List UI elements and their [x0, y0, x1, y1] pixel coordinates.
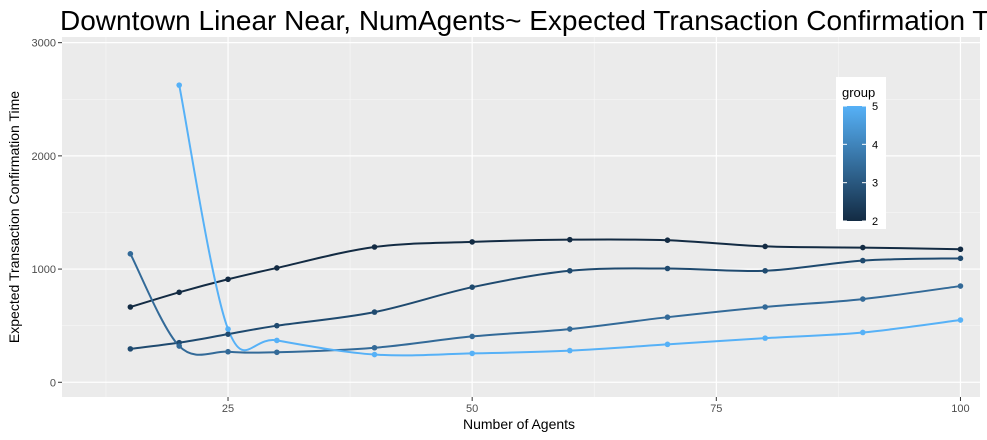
data-point-group-5: [860, 329, 866, 336]
data-point-group-5: [225, 326, 231, 332]
x-tick-label: 50: [466, 403, 478, 415]
data-point-group-5: [664, 341, 671, 348]
data-point-group-3: [225, 331, 231, 337]
data-point-group-5: [567, 347, 573, 354]
y-axis-label: Expected Transaction Confirmation Time: [6, 91, 22, 343]
data-point-group-4: [567, 326, 573, 332]
data-point-group-3: [860, 257, 866, 264]
legend-label: 5: [872, 101, 878, 113]
y-tick-label: 3000: [32, 38, 56, 50]
data-point-group-5: [957, 317, 964, 323]
x-tick-label: 25: [222, 403, 234, 415]
data-point-group-2: [664, 237, 671, 244]
data-point-group-2: [371, 244, 378, 250]
data-point-group-2: [860, 244, 866, 251]
data-point-group-4: [371, 344, 378, 351]
y-tick-label: 0: [50, 377, 56, 389]
data-point-group-2: [762, 243, 768, 250]
legend-colorbar: [843, 106, 866, 221]
x-axis-label: Number of Agents: [463, 416, 575, 432]
data-point-group-4: [664, 314, 671, 320]
data-point-group-3: [957, 255, 964, 262]
data-point-group-4: [176, 343, 182, 349]
x-tick-label: 100: [951, 403, 969, 415]
chart-title: Downtown Linear Near, NumAgents~ Expecte…: [60, 5, 987, 36]
data-point-group-4: [469, 333, 475, 340]
data-point-group-2: [469, 239, 475, 245]
data-point-group-4: [127, 250, 134, 257]
data-point-group-5: [274, 337, 280, 344]
data-point-group-5: [762, 335, 768, 341]
y-tick-label: 2000: [32, 151, 56, 163]
data-point-group-4: [860, 296, 866, 302]
points-layer: [127, 82, 964, 358]
data-point-group-3: [567, 267, 573, 274]
data-point-group-5: [469, 350, 475, 357]
major-gridlines: [62, 37, 980, 397]
legend-label: 3: [872, 178, 878, 190]
x-tick-label: 75: [710, 403, 722, 415]
data-point-group-2: [274, 265, 280, 271]
legend: group 5 4 3 2: [836, 77, 886, 229]
x-axis: 25 50 75 100: [222, 397, 970, 415]
data-point-group-3: [469, 284, 475, 290]
series-line-group-4: [129, 253, 961, 356]
data-point-group-5: [371, 351, 378, 358]
data-point-group-2: [225, 276, 231, 283]
data-point-group-3: [664, 265, 671, 272]
data-point-group-5: [176, 82, 182, 88]
data-point-group-2: [176, 289, 182, 296]
legend-title: group: [842, 85, 875, 100]
legend-label: 4: [872, 139, 878, 151]
data-point-group-3: [371, 309, 378, 315]
data-point-group-3: [127, 346, 134, 352]
data-point-group-2: [957, 246, 964, 253]
data-point-group-2: [567, 236, 573, 243]
data-point-group-3: [762, 267, 768, 274]
y-tick-label: 1000: [32, 264, 56, 276]
data-point-group-4: [762, 304, 768, 310]
data-point-group-4: [274, 349, 280, 356]
data-point-group-3: [274, 322, 280, 329]
data-point-group-2: [127, 304, 134, 310]
legend-ticks: 5 4 3 2: [843, 101, 878, 228]
data-point-group-4: [957, 283, 964, 289]
data-point-group-4: [225, 348, 231, 355]
legend-label: 2: [872, 216, 878, 228]
y-axis: 0 1000 2000 3000: [32, 38, 62, 389]
